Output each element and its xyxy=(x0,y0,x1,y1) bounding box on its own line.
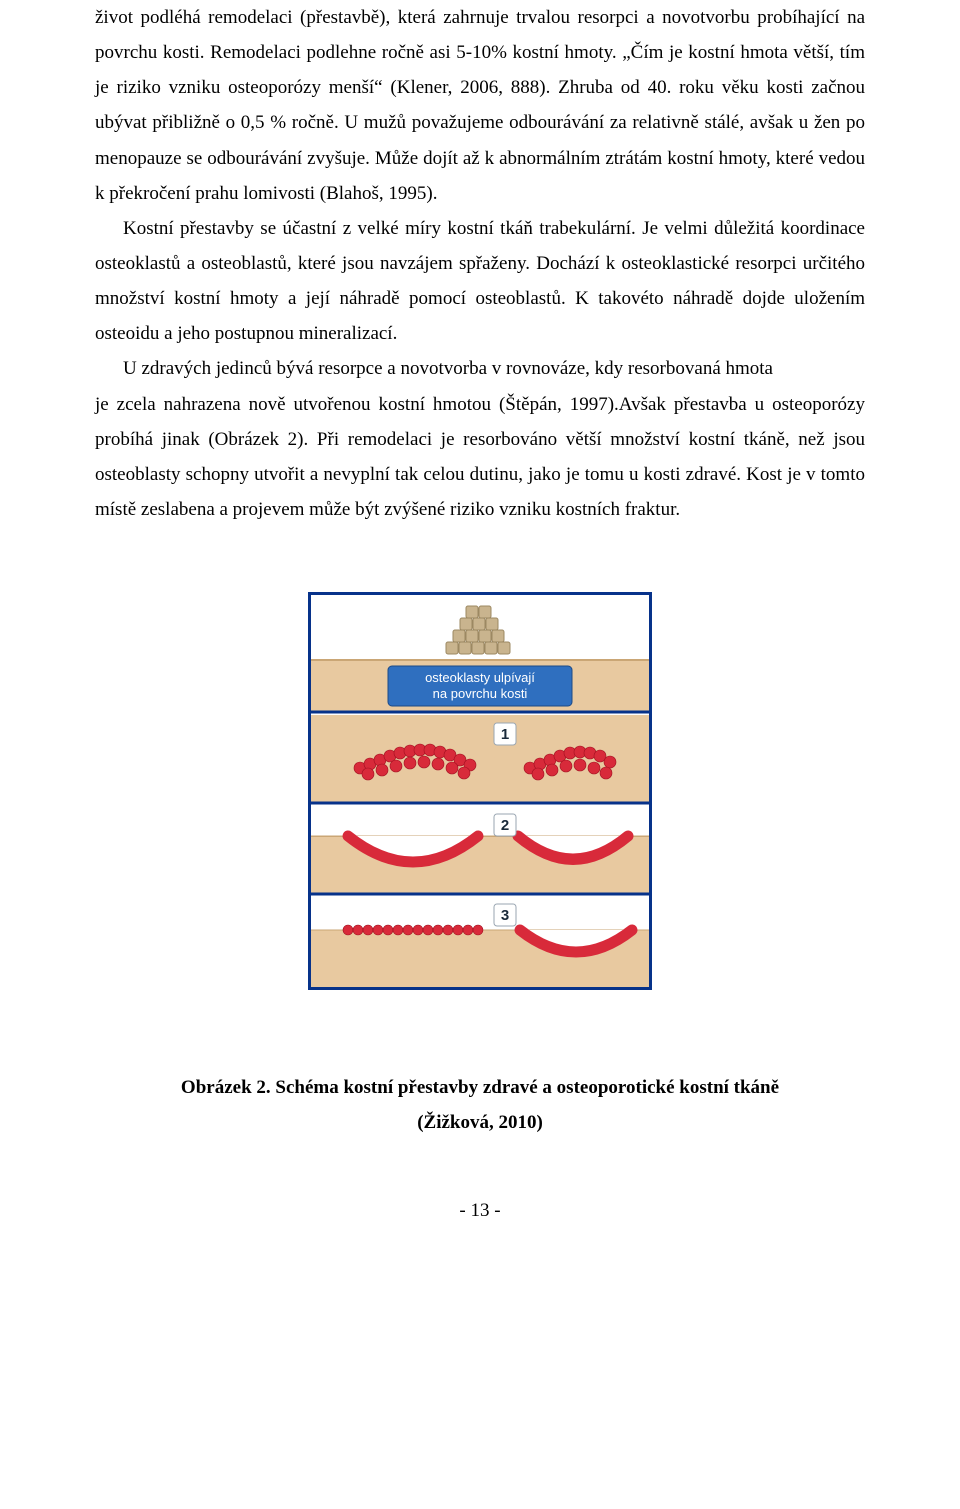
svg-text:2: 2 xyxy=(501,817,509,834)
osteoclast-pile-icon xyxy=(446,606,510,654)
stage-2-number: 2 xyxy=(494,814,516,836)
svg-text:1: 1 xyxy=(501,726,509,743)
figure-caption: Obrázek 2. Schéma kostní přestavby zdrav… xyxy=(181,1070,779,1140)
page-number: - 13 - xyxy=(95,1200,865,1222)
caption-line-2: (Žižková, 2010) xyxy=(181,1105,779,1140)
body-text-block: život podléhá remodelaci (přestavbě), kt… xyxy=(95,0,865,527)
stage-2-panel: 2 xyxy=(311,806,649,894)
figure-container: osteoklasty ulpívají na povrchu kosti xyxy=(95,592,865,1140)
document-page: život podléhá remodelaci (přestavbě), kt… xyxy=(0,0,960,1262)
top-panel: osteoklasty ulpívají na povrchu kosti xyxy=(311,606,649,712)
caption-line-1: Obrázek 2. Schéma kostní přestavby zdrav… xyxy=(181,1070,779,1105)
paragraph-3a: U zdravých jedinců bývá resorpce a novot… xyxy=(95,351,865,386)
label-text-line2: na povrchu kosti xyxy=(433,686,528,701)
paragraph-1: život podléhá remodelaci (přestavbě), kt… xyxy=(95,0,865,211)
stage-1-panel: 1 xyxy=(311,715,649,803)
label-text-line1: osteoklasty ulpívají xyxy=(425,670,535,685)
paragraph-3b: je zcela nahrazena nově utvořenou kostní… xyxy=(95,387,865,528)
bone-remodeling-diagram: osteoklasty ulpívají na povrchu kosti xyxy=(308,592,652,990)
stage-3-number: 3 xyxy=(494,904,516,926)
svg-text:3: 3 xyxy=(501,907,509,924)
stage-3-panel: 3 xyxy=(311,897,649,987)
stage-1-number: 1 xyxy=(494,723,516,745)
paragraph-2: Kostní přestavby se účastní z velké míry… xyxy=(95,211,865,352)
